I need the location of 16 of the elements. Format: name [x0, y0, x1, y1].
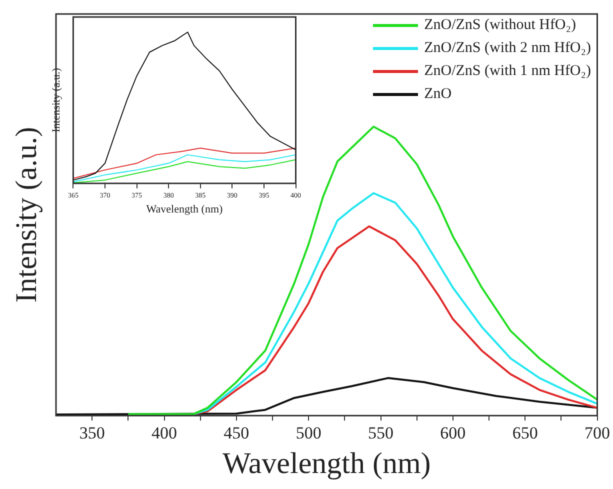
x-axis-title: Wavelength (nm)	[222, 446, 431, 480]
x-tick-label: 400	[152, 423, 177, 442]
x-tick-label: 550	[368, 423, 394, 442]
x-tick-label: 600	[440, 423, 466, 442]
x-tick-label: 700	[584, 423, 610, 442]
x-tick-label: 450	[224, 423, 250, 442]
x-tick-label: 350	[79, 423, 105, 442]
x-tick-label: 500	[296, 423, 322, 442]
y-axis-title: Intensity (a.u.)	[10, 126, 43, 303]
legend-label: ZnO	[424, 86, 452, 103]
y-axis-title: Intensity (a.u.)	[50, 68, 62, 132]
legend-label: ZnO/ZnS (without HfO₂)	[424, 17, 576, 34]
x-axis-title: Wavelength (nm)	[146, 203, 223, 216]
legend-label: ZnO/ZnS (with 1 nm HfO₂)	[424, 63, 591, 80]
x-tick-label: 650	[512, 423, 538, 442]
legend-label: ZnO/ZnS (with 2 nm HfO₂)	[424, 40, 591, 57]
